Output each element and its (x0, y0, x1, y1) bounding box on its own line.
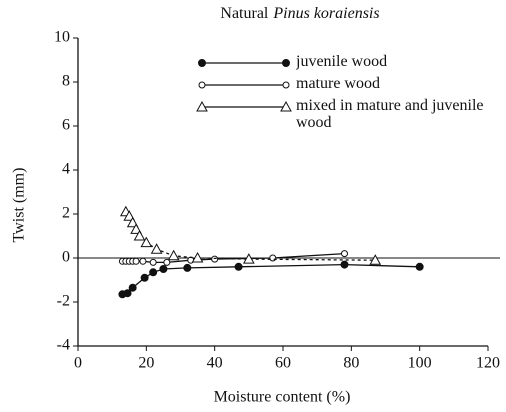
data-point (269, 254, 277, 262)
legend-marker (280, 100, 292, 112)
y-tick-label: 0 (62, 249, 70, 266)
data-point (211, 255, 219, 263)
legend-entry: juvenile wood (296, 53, 388, 70)
legend-marker (198, 81, 206, 89)
series-line (125, 211, 376, 261)
x-tick-label: 40 (207, 355, 223, 372)
data-point (130, 223, 142, 234)
x-tick-label: 60 (275, 355, 291, 372)
legend-marker (282, 81, 290, 89)
data-point (123, 210, 136, 221)
title-text: Natural (220, 5, 269, 22)
data-point (415, 262, 424, 271)
legend-marker (198, 59, 206, 67)
data-point (340, 260, 349, 269)
data-point (163, 258, 171, 266)
data-point (242, 253, 255, 264)
y-tick-label: -4 (57, 337, 70, 354)
legend-label: mature wood (296, 75, 380, 92)
y-tick-label: 2 (62, 205, 70, 222)
x-tick-label: 120 (476, 355, 500, 372)
y-tick-label: 4 (62, 161, 70, 178)
x-tick-label: 0 (74, 355, 82, 372)
x-tick-label: 100 (408, 355, 432, 372)
data-point (150, 243, 163, 254)
data-point (140, 273, 149, 282)
legend-label: juvenile wood (296, 53, 388, 70)
data-point (128, 283, 137, 292)
data-point (133, 229, 146, 241)
legend-entry: mixed in mature and juvenile wood (296, 97, 484, 131)
data-point (234, 262, 243, 271)
data-point (159, 265, 168, 273)
legend-marker (282, 59, 290, 67)
legend-entry: mature wood (296, 75, 380, 92)
data-point (139, 257, 147, 265)
x-tick-label: 80 (343, 355, 359, 372)
y-tick-label: 10 (54, 29, 70, 46)
y-axis-label: Twist (mm) (11, 168, 28, 243)
data-point (132, 257, 140, 265)
x-tick-label: 20 (138, 355, 154, 372)
data-point (191, 251, 204, 263)
chart-title: Natural Pinus koraiensis (220, 5, 379, 22)
title-species: Pinus koraiensis (272, 5, 379, 22)
data-point (126, 216, 139, 228)
data-point (183, 263, 192, 272)
data-point (149, 268, 158, 277)
legend-label: mixed in mature and juvenile wood (296, 97, 484, 131)
y-tick-label: -2 (57, 293, 70, 310)
data-point (149, 258, 157, 266)
data-point (123, 289, 132, 298)
x-axis-label: Moisture content (%) (214, 389, 351, 406)
data-point (140, 236, 153, 248)
data-point (167, 249, 180, 261)
y-tick-label: 8 (62, 73, 70, 90)
legend-marker (196, 100, 208, 112)
y-tick-label: 6 (62, 117, 70, 134)
data-point (341, 250, 348, 258)
data-point (369, 254, 382, 265)
